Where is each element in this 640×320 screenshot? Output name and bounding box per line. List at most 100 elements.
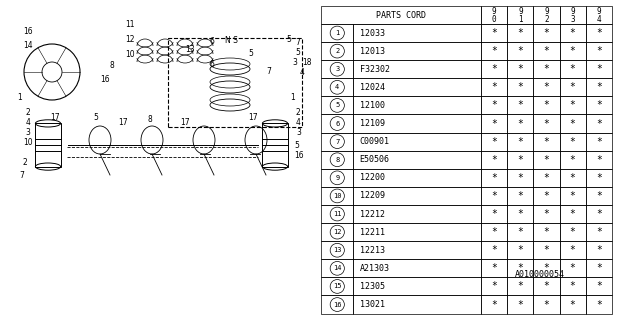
Bar: [481, 241, 508, 259]
Bar: [586, 295, 612, 314]
Bar: [508, 6, 534, 24]
Text: *: *: [570, 100, 575, 110]
Bar: [559, 169, 586, 187]
Text: 12024: 12024: [360, 83, 385, 92]
Text: 9: 9: [335, 175, 339, 181]
Bar: [321, 277, 353, 295]
Bar: [559, 42, 586, 60]
Bar: [559, 295, 586, 314]
Bar: [559, 205, 586, 223]
Text: *: *: [543, 227, 550, 237]
Text: *: *: [570, 173, 575, 183]
Bar: [534, 277, 559, 295]
Text: *: *: [570, 282, 575, 292]
Bar: [353, 115, 481, 132]
Text: *: *: [517, 137, 524, 147]
Bar: [353, 259, 481, 277]
Text: 5: 5: [295, 48, 300, 57]
Text: *: *: [596, 46, 602, 56]
Bar: [534, 96, 559, 115]
Bar: [353, 60, 481, 78]
Bar: [534, 169, 559, 187]
Text: *: *: [543, 245, 550, 255]
Bar: [321, 169, 353, 187]
Bar: [586, 151, 612, 169]
Text: *: *: [543, 282, 550, 292]
Text: 16: 16: [294, 151, 303, 160]
Text: *: *: [492, 173, 497, 183]
Bar: [559, 223, 586, 241]
Text: *: *: [596, 155, 602, 165]
Bar: [508, 241, 534, 259]
Text: *: *: [517, 245, 524, 255]
Text: 5: 5: [286, 35, 291, 44]
Text: *: *: [543, 118, 550, 129]
Bar: [321, 295, 353, 314]
Bar: [586, 187, 612, 205]
Text: 5: 5: [335, 102, 339, 108]
Text: 18: 18: [302, 58, 312, 67]
Text: 10: 10: [23, 138, 33, 147]
Bar: [586, 24, 612, 42]
Bar: [353, 187, 481, 205]
Text: *: *: [517, 118, 524, 129]
Text: *: *: [492, 64, 497, 74]
Text: 14: 14: [23, 41, 33, 50]
Text: *: *: [517, 282, 524, 292]
Bar: [321, 187, 353, 205]
Bar: [321, 60, 353, 78]
Text: 4: 4: [296, 118, 301, 127]
Text: *: *: [517, 227, 524, 237]
Bar: [321, 24, 353, 42]
Bar: [559, 6, 586, 24]
Bar: [353, 78, 481, 96]
Text: 9
0: 9 0: [492, 6, 497, 24]
Text: *: *: [517, 191, 524, 201]
Text: *: *: [517, 100, 524, 110]
Bar: [353, 241, 481, 259]
Text: 15: 15: [333, 284, 342, 290]
Bar: [586, 169, 612, 187]
Bar: [586, 241, 612, 259]
Text: *: *: [517, 82, 524, 92]
Bar: [321, 115, 353, 132]
Text: 13: 13: [185, 45, 195, 54]
Text: 12213: 12213: [360, 246, 385, 255]
Bar: [534, 151, 559, 169]
Text: 17: 17: [50, 113, 60, 122]
Text: *: *: [492, 300, 497, 309]
Text: 7: 7: [266, 67, 271, 76]
Text: *: *: [517, 300, 524, 309]
Text: C00901: C00901: [360, 137, 390, 146]
Text: 5: 5: [248, 49, 253, 58]
Text: *: *: [570, 191, 575, 201]
Bar: [559, 60, 586, 78]
Text: *: *: [596, 191, 602, 201]
Text: *: *: [492, 46, 497, 56]
Bar: [559, 151, 586, 169]
Text: PARTS CORD: PARTS CORD: [376, 11, 426, 20]
Text: *: *: [492, 263, 497, 273]
Text: *: *: [543, 100, 550, 110]
Bar: [35, 124, 61, 167]
Text: *: *: [517, 155, 524, 165]
Text: *: *: [596, 263, 602, 273]
Text: 12: 12: [333, 229, 342, 235]
Bar: [321, 223, 353, 241]
Text: 6: 6: [210, 37, 215, 46]
Text: *: *: [543, 173, 550, 183]
Text: 8: 8: [148, 115, 153, 124]
Text: 5: 5: [93, 113, 98, 122]
Bar: [481, 24, 508, 42]
Text: 11: 11: [333, 211, 342, 217]
Text: 9
1: 9 1: [518, 6, 523, 24]
Text: 12211: 12211: [360, 228, 385, 236]
Text: *: *: [570, 227, 575, 237]
Bar: [559, 96, 586, 115]
Text: 16: 16: [23, 27, 33, 36]
Text: A21303: A21303: [360, 264, 390, 273]
Bar: [508, 277, 534, 295]
Bar: [481, 42, 508, 60]
Bar: [508, 42, 534, 60]
Bar: [481, 132, 508, 151]
